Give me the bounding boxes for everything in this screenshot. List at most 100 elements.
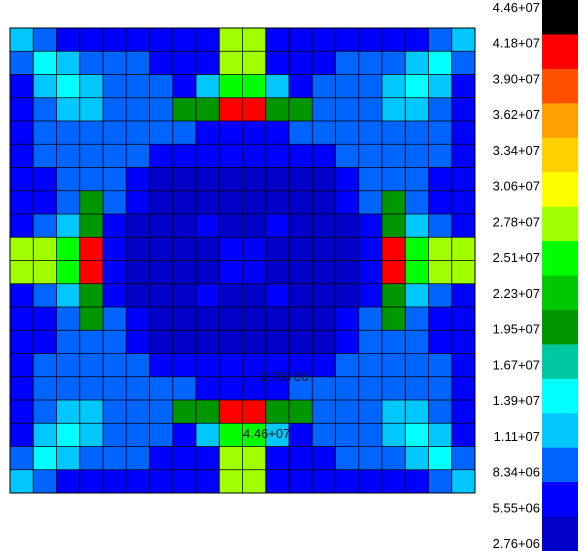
mesh-cell [289,190,313,215]
mesh-cell [451,400,476,424]
mesh-cell [33,260,57,285]
mesh-cell [10,121,34,145]
mesh-cell [172,353,197,378]
mesh-cell [196,260,220,285]
mesh-cell [312,97,336,122]
mesh-cell [335,283,360,308]
mesh-cell [196,283,220,308]
mesh-cell [56,237,81,261]
mesh-cell [33,400,57,424]
mesh-cell [382,400,406,424]
mesh-cell [149,97,174,122]
mesh-cell [358,121,383,145]
mesh-cell [79,400,104,424]
mesh-cell [103,330,127,354]
colorbar-swatch [542,516,578,551]
mesh-cell [219,400,243,424]
mesh-cell [312,51,336,75]
mesh-cell [126,353,150,378]
mesh-cell [149,167,174,192]
mesh-cell [149,260,174,285]
mesh-cell [10,283,34,308]
mesh-cell [428,28,453,52]
mesh-cell [242,190,267,215]
mesh-cell [451,307,476,331]
colorbar-swatch [542,68,578,104]
mesh-cell [33,237,57,261]
mesh-cell [79,283,104,308]
mesh-cell [149,74,174,99]
mesh-cell [382,283,406,308]
mesh-cell [358,423,383,447]
mesh-cell [56,376,81,401]
mesh-cell [56,307,81,331]
mesh-cell [428,74,453,99]
mesh-cell [33,446,57,471]
colorbar-tick-label: 1.67+07 [493,357,540,372]
mesh-cell [358,400,383,424]
colorbar-swatch [542,206,578,242]
mesh-cell [428,167,453,192]
mesh-cell [335,97,360,122]
colorbar-tick-label: 3.62+07 [493,107,540,122]
mesh-cell [149,330,174,354]
mesh-cell [382,237,406,261]
mesh-cell [172,121,197,145]
mesh-cell [428,423,453,447]
mesh-cell [289,144,313,168]
mesh-cell [33,283,57,308]
mesh-cell [79,307,104,331]
mesh-cell [126,260,150,285]
mesh-cell [312,423,336,447]
mesh-cell [335,260,360,285]
mesh-cell [126,307,150,331]
mesh-cell [33,307,57,331]
mesh-cell [10,97,34,122]
mesh-cell [358,446,383,471]
mesh-cell [10,144,34,168]
colorbar-swatch [542,275,578,311]
colorbar-tick-label: 2.51+07 [493,250,540,265]
mesh-cell [103,400,127,424]
mesh-cell [242,74,267,99]
mesh-cell [149,28,174,52]
mesh-cell [219,376,243,401]
mesh-cell [451,121,476,145]
plot-border [9,27,476,494]
colorbar-tick-label: 4.46+07 [493,0,540,15]
mesh-cell [451,190,476,215]
colorbar-tick-label: 5.55+06 [493,500,540,515]
mesh-cell [335,214,360,238]
mesh-cell [335,469,360,494]
mesh-cell [242,353,267,378]
mesh-cell [149,400,174,424]
mesh-cell [149,307,174,331]
mesh-cell [451,353,476,378]
mesh-cell [382,74,406,99]
mesh-cell [265,423,290,447]
mesh-cell [405,400,429,424]
mesh-cell [382,307,406,331]
colorbar-swatch [542,413,578,449]
mesh-cell [335,74,360,99]
mesh-cell [56,214,81,238]
mesh-cell [56,260,81,285]
mesh-cell [242,283,267,308]
mesh-cell [196,51,220,75]
colorbar-swatch [542,137,578,173]
mesh-cell [451,446,476,471]
mesh-cell [405,167,429,192]
mesh-cell [428,400,453,424]
mesh-cell [172,446,197,471]
mesh-cell [382,260,406,285]
mesh-cell [405,423,429,447]
mesh-cell [289,28,313,52]
mesh-cell [172,190,197,215]
mesh-cell [428,469,453,494]
mesh-cell [289,283,313,308]
mesh-cell [56,97,81,122]
colorbar-tick-label: 2.76+06 [493,536,540,551]
mesh-cell [289,469,313,494]
mesh-cell [103,283,127,308]
annotation-max: 4.46+07 [243,426,290,441]
